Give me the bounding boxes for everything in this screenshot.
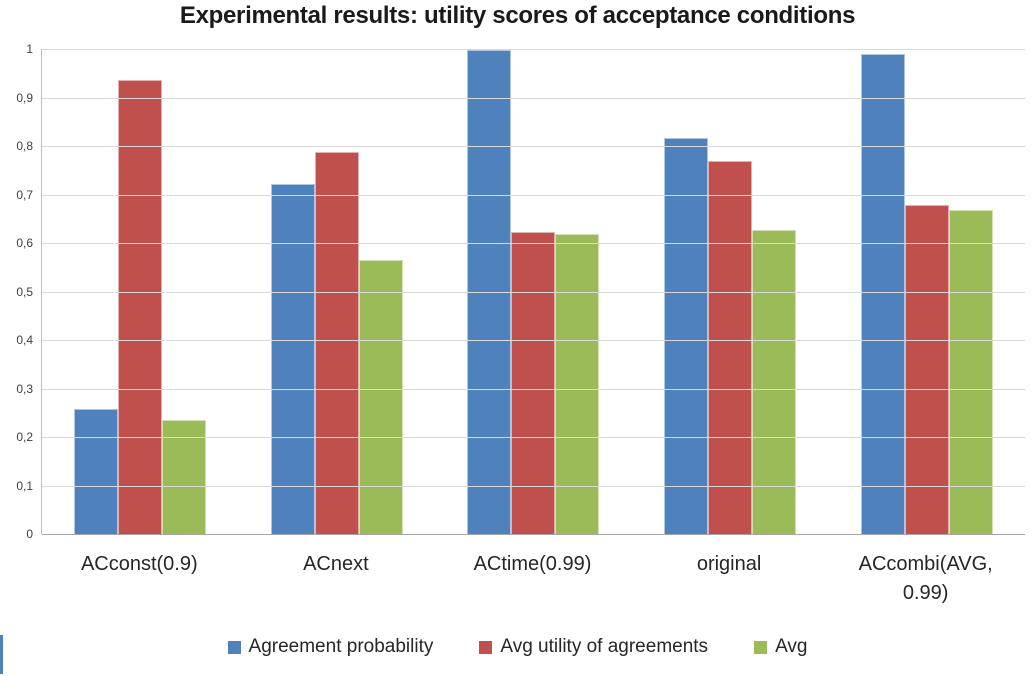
bar <box>708 160 753 534</box>
bar <box>358 259 403 534</box>
gridline <box>42 291 1025 293</box>
x-axis-line <box>42 534 1025 535</box>
gridline <box>42 340 1025 341</box>
chart-title: Experimental results: utility scores of … <box>179 2 856 29</box>
legend-swatch-icon <box>479 640 493 654</box>
category-cell: ACtime(0.99) <box>434 550 631 608</box>
gridline <box>42 388 1025 390</box>
y-tick-label: 0,8 <box>16 139 33 153</box>
gridline <box>42 49 1025 50</box>
y-tick-label: 0,9 <box>16 90 33 105</box>
left-edge-accent-bar <box>0 635 3 674</box>
gridline <box>42 485 1025 487</box>
bar <box>860 53 905 534</box>
y-tick-label: 1 <box>26 42 33 56</box>
y-tick-label: 0,7 <box>16 187 33 202</box>
bar <box>314 151 359 534</box>
category-cell: ACconst(0.9) <box>41 550 238 608</box>
y-tick-label: 0,4 <box>16 333 33 347</box>
category-cell: original <box>631 550 828 608</box>
y-tick-label: 0,6 <box>16 236 33 250</box>
gridline <box>42 437 1025 438</box>
bar <box>664 138 709 534</box>
gridline <box>42 146 1025 147</box>
bar-group <box>632 49 829 534</box>
bar-group <box>828 49 1025 534</box>
bar <box>270 183 315 534</box>
bar <box>752 229 797 534</box>
legend-item: Avg <box>754 636 807 658</box>
bar-group <box>239 49 436 534</box>
category-label: ACnext <box>303 553 369 575</box>
bar <box>162 419 207 534</box>
legend-label: Avg <box>775 636 808 657</box>
category-label: ACconst(0.9) <box>80 553 198 575</box>
bar <box>948 209 993 534</box>
bar-group <box>42 49 239 534</box>
category-cell: ACcombi(AVG, 0.99) <box>827 550 1024 608</box>
y-tick-label: 0,2 <box>16 430 33 444</box>
y-tick-label: 0 <box>26 527 33 541</box>
category-cell: ACnext <box>238 550 435 608</box>
legend-item: Avg utility of agreements <box>479 636 708 658</box>
gridline <box>42 194 1025 196</box>
y-tick-label: 0,5 <box>16 284 33 299</box>
bar <box>118 79 163 534</box>
bar <box>74 409 119 534</box>
category-label: ACtime(0.99) <box>473 553 592 575</box>
y-tick-label: 0,3 <box>16 381 33 396</box>
plot-area <box>41 49 1025 535</box>
gridline <box>42 97 1025 99</box>
x-axis-category-labels: ACconst(0.9) ACnext ACtime(0.99) original AC… <box>41 550 1024 608</box>
gridline <box>42 243 1025 244</box>
legend-swatch-icon <box>754 640 768 654</box>
legend-swatch-icon <box>227 640 241 654</box>
legend-label: Avg utility of agreements <box>500 636 709 657</box>
chart-legend: Agreement probability Avg utility of agre… <box>0 636 1035 658</box>
legend-item: Agreement probability <box>227 636 434 658</box>
bar <box>511 231 556 534</box>
category-label: original <box>696 553 762 575</box>
bar <box>904 204 949 534</box>
category-label: ACcombi(AVG, 0.99) <box>858 553 993 604</box>
legend-label: Agreement probability <box>248 636 434 657</box>
y-tick-label: 0,1 <box>16 478 33 493</box>
bar <box>555 233 600 534</box>
